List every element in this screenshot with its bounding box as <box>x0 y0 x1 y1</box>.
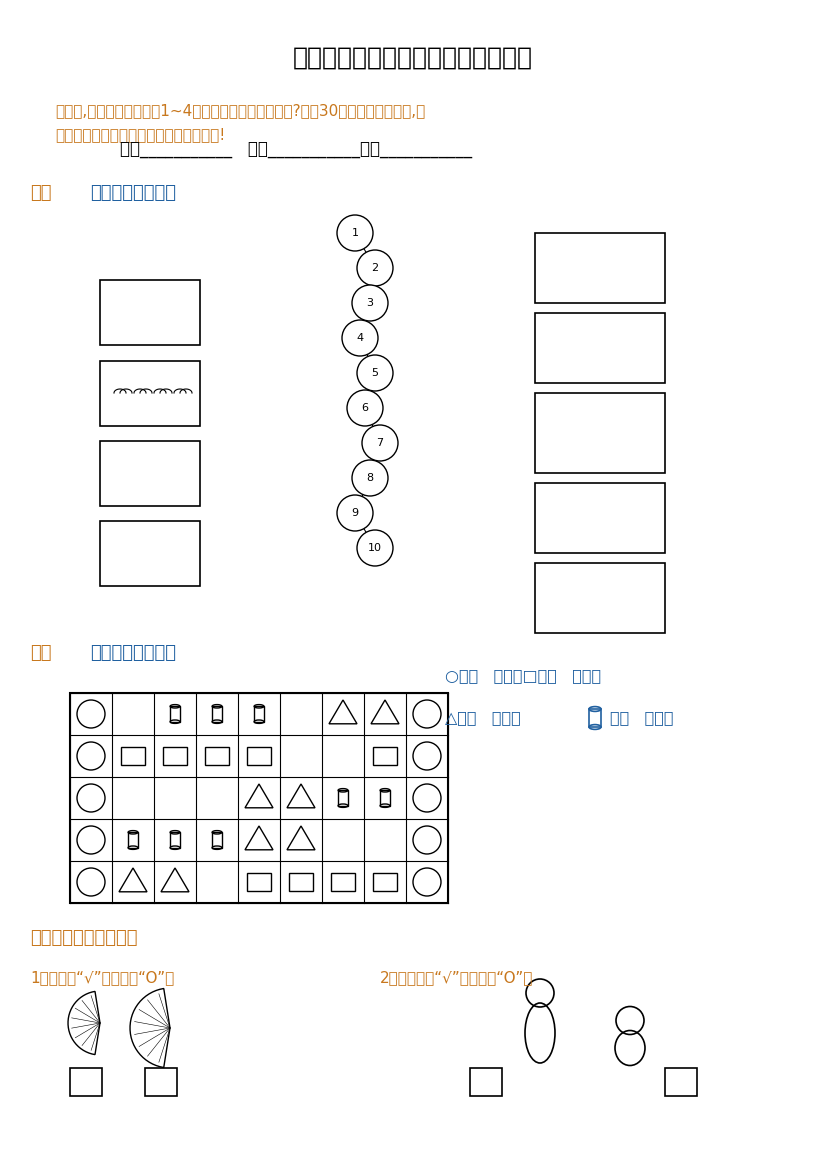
Bar <box>592 508 608 533</box>
Bar <box>567 508 583 533</box>
Circle shape <box>347 390 383 426</box>
FancyBboxPatch shape <box>535 313 665 383</box>
Bar <box>212 833 222 848</box>
Text: 7: 7 <box>376 438 384 449</box>
Circle shape <box>352 460 388 496</box>
Circle shape <box>357 530 393 566</box>
FancyBboxPatch shape <box>100 440 200 506</box>
Bar <box>254 707 264 722</box>
Circle shape <box>357 250 393 286</box>
FancyBboxPatch shape <box>100 361 200 425</box>
Text: 一年级（上）第一四单元学习力检测: 一年级（上）第一四单元学习力检测 <box>293 46 532 70</box>
Text: 2: 2 <box>371 263 379 273</box>
Text: 9: 9 <box>351 508 359 517</box>
Text: 4: 4 <box>356 333 364 343</box>
Bar <box>128 833 138 848</box>
Circle shape <box>342 320 378 356</box>
Bar <box>248 872 271 891</box>
Text: ○有（   ）个，□有（   ）个，: ○有（ ）个，□有（ ）个， <box>445 668 601 683</box>
Text: 1: 1 <box>351 228 359 238</box>
Bar <box>373 746 397 765</box>
Text: 姓名___________   班级___________成绩___________: 姓名___________ 班级___________成绩___________ <box>120 141 472 159</box>
Bar <box>589 709 601 726</box>
Bar <box>470 1068 502 1096</box>
Text: 5: 5 <box>371 368 379 378</box>
Text: △有（   ）个，: △有（ ）个， <box>445 710 521 725</box>
Text: 3: 3 <box>366 298 374 308</box>
Bar <box>212 707 222 722</box>
Circle shape <box>362 425 398 461</box>
Bar <box>373 872 397 891</box>
Circle shape <box>337 495 373 531</box>
Text: 想一想，连一连。: 想一想，连一连。 <box>90 185 176 202</box>
Bar <box>205 746 229 765</box>
Bar <box>170 833 180 848</box>
Text: 小朋友,我们已经学习完了1~4单元的内容，你学得怎样?请用30分钟完成这张试卷,相
信你一定能行。先写上你的班级和姓名吧!: 小朋友,我们已经学习完了1~4单元的内容，你学得怎样?请用30分钟完成这张试卷,… <box>55 103 425 142</box>
FancyBboxPatch shape <box>535 563 665 633</box>
Bar <box>170 707 180 722</box>
Text: 三、比一比，填一填。: 三、比一比，填一填。 <box>30 929 138 947</box>
Circle shape <box>357 355 393 391</box>
Text: 数一数，填一填。: 数一数，填一填。 <box>90 644 176 662</box>
Bar <box>331 872 355 891</box>
Bar <box>121 746 145 765</box>
FancyBboxPatch shape <box>535 392 665 473</box>
Bar <box>338 791 348 806</box>
Text: 2、高大的画“√”，矮的画“O”。: 2、高大的画“√”，矮的画“O”。 <box>380 971 534 986</box>
Text: 8: 8 <box>366 473 374 484</box>
FancyBboxPatch shape <box>535 232 665 303</box>
Bar <box>163 746 187 765</box>
FancyBboxPatch shape <box>100 521 200 585</box>
Text: 一、: 一、 <box>30 185 51 202</box>
Text: 二、: 二、 <box>30 644 51 662</box>
Bar <box>380 791 390 806</box>
Bar <box>145 1068 177 1096</box>
FancyBboxPatch shape <box>535 484 665 552</box>
Circle shape <box>352 285 388 321</box>
Bar <box>70 1068 102 1096</box>
Bar <box>617 508 633 533</box>
Text: 6: 6 <box>361 403 369 413</box>
Bar <box>70 693 448 903</box>
Bar <box>289 872 313 891</box>
Bar <box>665 1068 697 1096</box>
Text: 10: 10 <box>368 543 382 552</box>
FancyBboxPatch shape <box>100 280 200 346</box>
Bar <box>248 746 271 765</box>
Text: 1、大的画“√”，小的画“O”。: 1、大的画“√”，小的画“O”。 <box>30 971 174 986</box>
Text: 有（   ）个。: 有（ ）个。 <box>610 710 673 725</box>
Circle shape <box>337 215 373 251</box>
